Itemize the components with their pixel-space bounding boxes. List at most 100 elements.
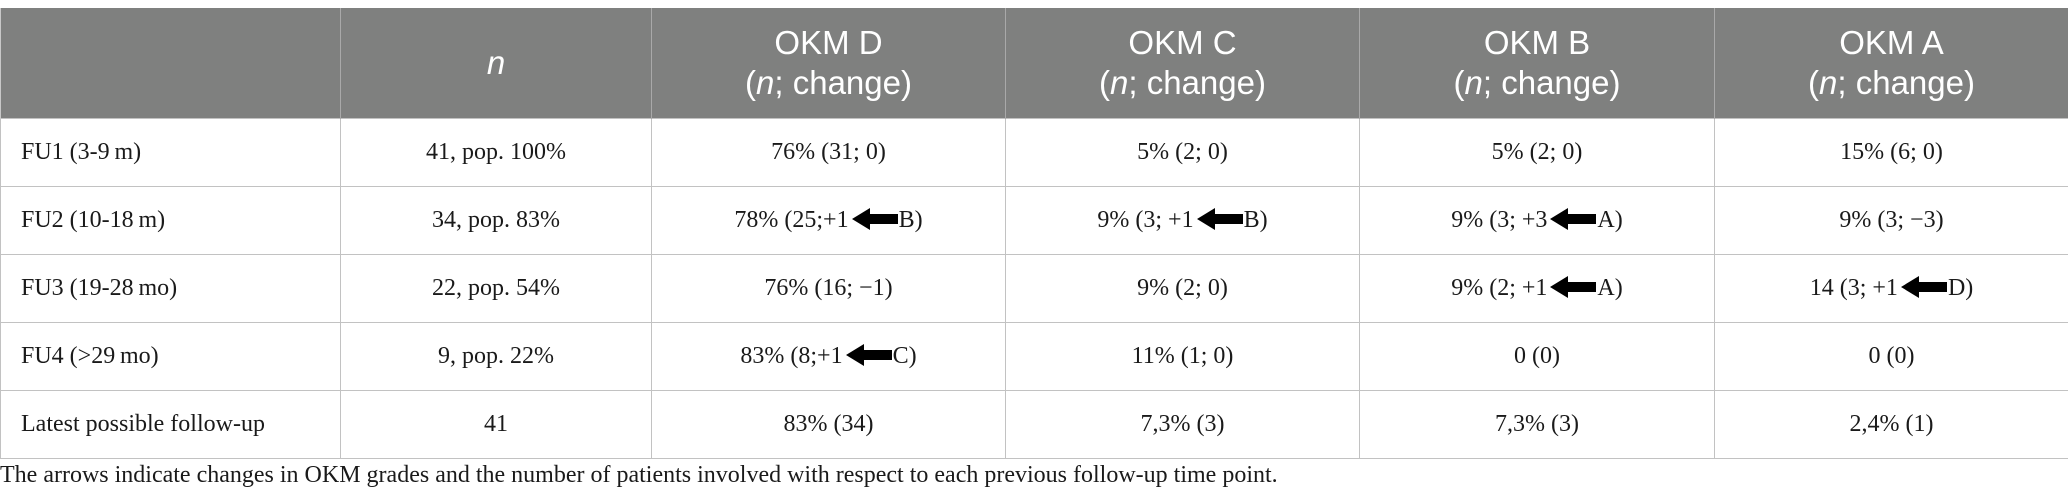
column-header-subtitle: (n; change) — [1723, 63, 2060, 103]
row-label: Latest possible follow-up — [0, 390, 341, 459]
okm-cell: 9% (2; 0) — [1005, 254, 1360, 323]
okm-cell: 7,3% (3) — [1359, 390, 1715, 459]
subtitle-rest: ; change) — [1482, 64, 1621, 101]
okm-cell: 0 (0) — [1359, 322, 1715, 391]
column-header-subtitle: (n; change) — [660, 63, 997, 103]
cell-value: 9% (2; +1 — [1451, 275, 1548, 301]
subtitle-open: ( — [745, 64, 757, 101]
okm-cell: 0 (0) — [1714, 322, 2068, 391]
cell-value: 0 (0) — [1868, 343, 1915, 369]
okm-cell: 9% (2; +1 A) — [1359, 254, 1715, 323]
table-row: FU2 (10-18 m) 34, pop. 83% 78% (25;+1 B) 9% … — [0, 186, 2068, 255]
column-header-0 — [0, 8, 341, 119]
column-header-title: OKM A — [1839, 24, 1944, 61]
table-body: FU1 (3-9 m) 41, pop. 100% 76% (31; 0) 5% (2… — [0, 118, 2068, 459]
cell-value: 0 (0) — [1514, 343, 1560, 369]
okm-cell: 14 (3; +1 D) — [1714, 254, 2068, 323]
column-header-italic: n — [486, 44, 506, 81]
cell-value: 9% (3; +3 — [1451, 207, 1548, 233]
column-header-main: OKM C — [1014, 23, 1351, 63]
column-header-2: OKM D (n; change) — [651, 8, 1006, 119]
cell-value: 76% (16; −1) — [764, 275, 893, 301]
subtitle-open: ( — [1453, 64, 1465, 101]
row-n-value: 9, pop. 22% — [340, 322, 652, 391]
okm-cell: 76% (16; −1) — [651, 254, 1006, 323]
okm-cell: 78% (25;+1 B) — [651, 186, 1006, 255]
left-arrow-icon — [851, 208, 898, 230]
okm-cell: 2,4% (1) — [1714, 390, 2068, 459]
cell-change-target: B) — [898, 207, 923, 233]
cell-value: 7,3% (3) — [1495, 411, 1579, 437]
left-arrow-icon — [1550, 208, 1597, 230]
column-header-main: OKM B — [1368, 23, 1706, 63]
subtitle-open: ( — [1099, 64, 1111, 101]
column-header-main: OKM A — [1723, 23, 2060, 63]
okm-cell: 83% (8;+1 C) — [651, 322, 1006, 391]
row-n-value: 41, pop. 100% — [340, 118, 652, 187]
column-header-4: OKM B (n; change) — [1359, 8, 1715, 119]
subtitle-italic: n — [756, 64, 775, 101]
results-table-container: n OKM D (n; change) OKM C (n; change) OKM B (n… — [0, 8, 2068, 459]
okm-cell: 83% (34) — [651, 390, 1006, 459]
cell-value: 76% (31; 0) — [771, 139, 886, 165]
column-header-5: OKM A (n; change) — [1714, 8, 2068, 119]
column-header-title: OKM B — [1483, 24, 1591, 61]
okm-cell: 9% (3; −3) — [1714, 186, 2068, 255]
cell-value: 9% (3; −3) — [1839, 207, 1944, 233]
left-arrow-icon — [1550, 276, 1597, 298]
column-header-title: OKM D — [774, 24, 883, 61]
row-n-value: 22, pop. 54% — [340, 254, 652, 323]
subtitle-open: ( — [1808, 64, 1820, 101]
cell-value: 15% (6; 0) — [1840, 139, 1943, 165]
left-arrow-icon — [845, 344, 892, 366]
okm-cell: 7,3% (3) — [1005, 390, 1360, 459]
row-label: FU1 (3-9 m) — [0, 118, 341, 187]
cell-change-target: B) — [1243, 207, 1268, 233]
cell-value: 5% (2; 0) — [1137, 139, 1228, 165]
row-label: FU2 (10-18 m) — [0, 186, 341, 255]
subtitle-rest: ; change) — [774, 64, 912, 101]
row-label: FU3 (19-28 mo) — [0, 254, 341, 323]
cell-value: 78% (25;+1 — [734, 207, 849, 233]
left-arrow-icon — [1900, 276, 1947, 298]
column-header-title: OKM C — [1128, 24, 1237, 61]
table-row: Latest possible follow-up 41 83% (34) 7,3% … — [0, 390, 2068, 459]
cell-change-target: A) — [1597, 207, 1623, 233]
row-n-value: 41 — [340, 390, 652, 459]
table-row: FU1 (3-9 m) 41, pop. 100% 76% (31; 0) 5% (2… — [0, 118, 2068, 187]
cell-value: 11% (1; 0) — [1131, 343, 1234, 369]
cell-value: 9% (2; 0) — [1137, 275, 1228, 301]
left-arrow-icon — [1196, 208, 1243, 230]
cell-change-target: C) — [892, 343, 917, 369]
okm-followup-table: n OKM D (n; change) OKM C (n; change) OKM B (n… — [0, 8, 2068, 459]
row-label: FU4 (>29 mo) — [0, 322, 341, 391]
cell-value: 7,3% (3) — [1140, 411, 1225, 437]
table-row: FU4 (>29 mo) 9, pop. 22% 83% (8;+1 C) 11% (1… — [0, 322, 2068, 391]
okm-cell: 5% (2; 0) — [1359, 118, 1715, 187]
row-n-value: 34, pop. 83% — [340, 186, 652, 255]
subtitle-italic: n — [1110, 64, 1129, 101]
okm-cell: 15% (6; 0) — [1714, 118, 2068, 187]
okm-cell: 76% (31; 0) — [651, 118, 1006, 187]
subtitle-italic: n — [1819, 64, 1838, 101]
column-header-main: OKM D — [660, 23, 997, 63]
subtitle-rest: ; change) — [1837, 64, 1975, 101]
column-header-subtitle: (n; change) — [1014, 63, 1351, 103]
column-header-3: OKM C (n; change) — [1005, 8, 1360, 119]
cell-value: 14 (3; +1 — [1809, 275, 1898, 301]
cell-value: 83% (8;+1 — [740, 343, 843, 369]
cell-change-target: A) — [1597, 275, 1623, 301]
header-row: n OKM D (n; change) OKM C (n; change) OKM B (n… — [0, 8, 2068, 119]
column-header-main: n — [349, 43, 643, 83]
cell-value: 83% (34) — [783, 411, 874, 437]
okm-cell: 9% (3; +1 B) — [1005, 186, 1360, 255]
cell-change-target: D) — [1947, 275, 1974, 301]
column-header-1: n — [340, 8, 652, 119]
cell-value: 2,4% (1) — [1849, 411, 1934, 437]
okm-cell: 9% (3; +3 A) — [1359, 186, 1715, 255]
okm-cell: 5% (2; 0) — [1005, 118, 1360, 187]
table-footnote: The arrows indicate changes in OKM grade… — [0, 462, 1278, 488]
okm-cell: 11% (1; 0) — [1005, 322, 1360, 391]
subtitle-italic: n — [1464, 64, 1483, 101]
cell-value: 5% (2; 0) — [1491, 139, 1583, 165]
